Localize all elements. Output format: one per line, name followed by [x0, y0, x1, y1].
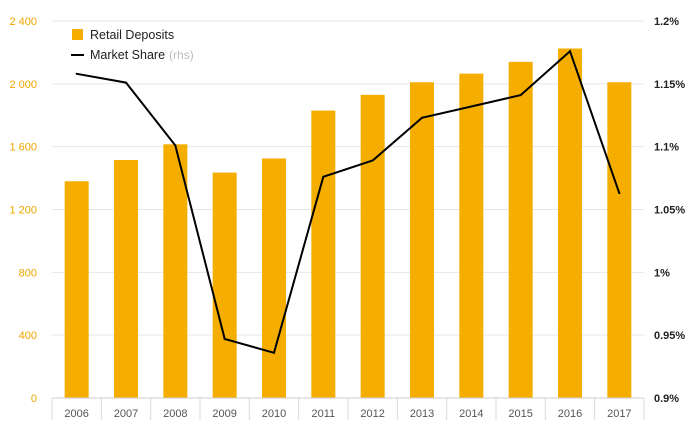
axes: 0 400 800 1 200 1 600 2 000 2 400 0.9% 0.95% 1% 1.…	[9, 16, 685, 420]
bar	[558, 48, 582, 398]
x-tick-label: 2009	[212, 408, 236, 420]
y-left-tick-label: 2 000	[9, 79, 37, 91]
line-point	[618, 192, 621, 195]
line-point	[371, 159, 374, 162]
line-point	[125, 81, 127, 84]
line-point	[75, 72, 78, 75]
gridlines	[52, 20, 644, 336]
bar	[212, 172, 237, 398]
bar	[163, 144, 188, 398]
legend-label-market-share: Market Share	[90, 48, 165, 62]
y-left-tick-label: 0	[31, 393, 37, 405]
legend-marker-retail-deposits	[72, 29, 83, 40]
x-tick-label: 2011	[312, 408, 336, 420]
bar	[508, 61, 533, 398]
line-point	[322, 175, 325, 178]
y-left-tick-label: 1 600	[9, 142, 37, 154]
line-point	[470, 105, 473, 108]
y-right-tick-label: 0.9%	[654, 393, 679, 405]
bar	[360, 94, 385, 399]
y-left-tick-label: 400	[19, 330, 37, 342]
y-right-tick-label: 1.2%	[654, 16, 679, 28]
line-point	[569, 50, 571, 53]
line-point	[421, 116, 423, 119]
x-tick-label: 2017	[607, 408, 631, 420]
bar	[410, 82, 434, 398]
y-right-tick-label: 1.1%	[654, 142, 679, 154]
bar	[114, 160, 138, 398]
y-right-tick-label: 1%	[654, 267, 670, 279]
y-left-tick-label: 800	[19, 267, 37, 279]
line-point	[519, 94, 522, 97]
legend-note-rhs: (rhs)	[169, 48, 194, 62]
x-tick-label: 2006	[64, 408, 88, 420]
line-point	[174, 144, 177, 147]
line-series-market-share	[75, 49, 621, 355]
bar	[311, 110, 336, 398]
x-tick-label: 2015	[508, 408, 532, 420]
y-right-tick-label: 1.05%	[654, 205, 685, 217]
svg-text:Market Share(rhs): Market Share (rhs)	[90, 48, 194, 62]
market-share-line	[76, 49, 621, 355]
bar-series-retail-deposits	[64, 48, 632, 399]
x-tick-label: 2016	[558, 408, 582, 420]
x-tick-label: 2010	[262, 408, 286, 420]
legend: Retail Deposits Market Share (rhs)	[71, 28, 194, 62]
bar	[607, 82, 632, 398]
x-tick-label: 2014	[459, 408, 483, 420]
bar	[262, 158, 286, 398]
x-tick-label: 2012	[360, 408, 384, 420]
x-tick-label: 2013	[410, 408, 434, 420]
y-left-tick-label: 2 400	[9, 16, 37, 28]
line-point	[223, 337, 226, 340]
y-left-tick-label: 1 200	[9, 205, 37, 217]
y-right-tick-label: 0.95%	[654, 330, 685, 342]
x-tick-label: 2007	[114, 408, 138, 420]
line-point	[273, 351, 275, 354]
y-right-tick-label: 1.15%	[654, 79, 685, 91]
bar	[459, 73, 484, 398]
legend-label-retail-deposits: Retail Deposits	[90, 28, 174, 42]
x-tick-label: 2008	[163, 408, 187, 420]
bar	[64, 181, 89, 398]
